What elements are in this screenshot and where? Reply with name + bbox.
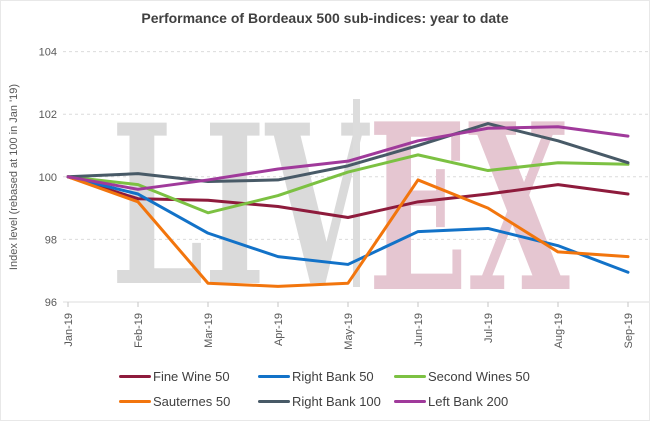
legend-item-right-bank-100: Right Bank 100 [258, 393, 394, 410]
watermark-divider [353, 99, 360, 287]
legend-label: Second Wines 50 [428, 369, 530, 384]
legend-swatch-icon [394, 375, 426, 378]
legend-swatch-icon [258, 375, 290, 378]
legend-item-right-bank-50: Right Bank 50 [258, 368, 394, 385]
series-line-second-wines-50 [66, 153, 630, 215]
y-tick-label: 104 [39, 47, 57, 59]
x-tick-label: Feb-19 [133, 313, 145, 348]
y-axis-title: Index level (rebased at 100 in Jan '19) [8, 84, 20, 270]
legend: Fine Wine 50 Right Bank 50 Second Wines 50… [119, 368, 594, 410]
legend-swatch-icon [119, 400, 151, 403]
legend-label: Fine Wine 50 [153, 369, 230, 384]
y-tick-label: 102 [39, 109, 57, 121]
watermark-ex-text: EX [368, 74, 570, 344]
y-tick-label: 98 [45, 234, 57, 246]
legend-item-second-wines-50: Second Wines 50 [394, 368, 594, 385]
x-tick-label: Apr-19 [273, 313, 285, 346]
legend-item-fine-wine-50: Fine Wine 50 [119, 368, 258, 385]
x-tick-label: Aug-19 [553, 313, 565, 348]
chart-title: Performance of Bordeaux 500 sub-indices:… [141, 10, 509, 26]
x-tick-label: Sep-19 [623, 313, 635, 348]
y-tick-label: 96 [45, 297, 57, 309]
legend-swatch-icon [258, 400, 290, 403]
legend-label: Sauternes 50 [153, 394, 231, 409]
x-tick-label: Mar-19 [203, 313, 215, 348]
series-line-sauternes-50 [66, 175, 630, 288]
x-tick-label: May-19 [343, 313, 355, 350]
series-line-right-bank-50 [66, 175, 630, 274]
x-tick-label: Jan-19 [63, 313, 75, 347]
x-tick-label: Jul-19 [483, 313, 495, 343]
legend-swatch-icon [119, 375, 151, 378]
series-line-fine-wine-50 [66, 175, 630, 219]
y-tick-label: 100 [39, 172, 57, 184]
legend-item-sauternes-50: Sauternes 50 [119, 393, 258, 410]
legend-item-left-bank-200: Left Bank 200 [394, 393, 594, 410]
legend-label: Left Bank 200 [428, 394, 509, 409]
x-tick-label: Jun-19 [413, 313, 425, 347]
series-line-left-bank-200 [66, 125, 630, 191]
legend-swatch-icon [394, 400, 426, 403]
series-line-right-bank-100 [66, 122, 630, 183]
legend-label: Right Bank 50 [292, 369, 374, 384]
legend-label: Right Bank 100 [292, 394, 381, 409]
